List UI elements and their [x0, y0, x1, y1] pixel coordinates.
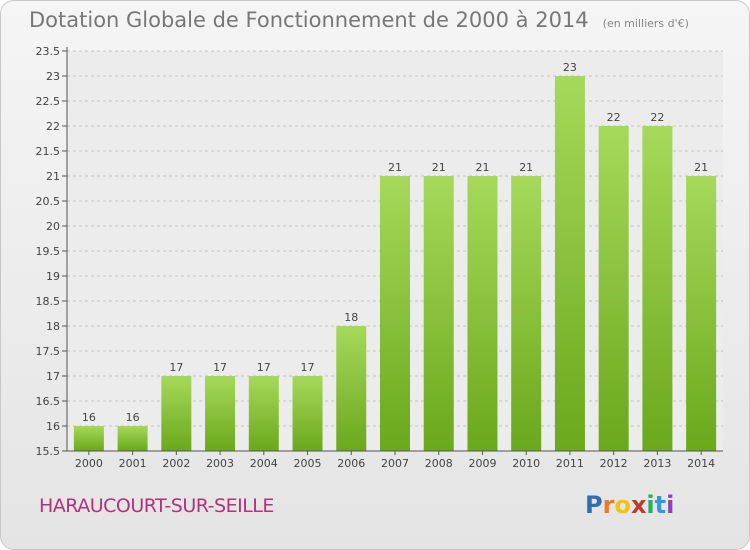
bar: [161, 376, 192, 451]
bar: [292, 376, 323, 451]
x-tick-label: 2014: [687, 457, 715, 470]
bar: [205, 376, 236, 451]
bar-value-label: 22: [650, 111, 664, 124]
y-tick-label: 22.5: [36, 95, 61, 108]
y-tick-label: 21: [46, 170, 60, 183]
bar-value-label: 16: [82, 411, 96, 424]
bar-value-label: 21: [388, 161, 402, 174]
x-tick-label: 2006: [337, 457, 365, 470]
x-tick-label: 2012: [600, 457, 628, 470]
y-tick-label: 20: [46, 220, 60, 233]
bar: [117, 426, 148, 451]
logo-letter: i: [646, 491, 655, 519]
x-tick-label: 2009: [468, 457, 496, 470]
y-tick-label: 17.5: [36, 345, 61, 358]
y-tick-label: 22: [46, 120, 60, 133]
bar-value-label: 17: [257, 361, 271, 374]
x-tick-label: 2005: [294, 457, 322, 470]
y-tick-label: 23.5: [36, 45, 61, 58]
bar-value-label: 17: [213, 361, 227, 374]
bar: [336, 326, 367, 451]
y-tick-label: 16.5: [36, 395, 61, 408]
x-tick-label: 2013: [643, 457, 671, 470]
bar: [73, 426, 104, 451]
logo-letter: P: [585, 491, 603, 519]
bar: [248, 376, 279, 451]
x-tick-label: 2001: [119, 457, 147, 470]
y-tick-label: 16: [46, 420, 60, 433]
logo-letter: x: [630, 491, 647, 519]
x-tick-label: 2010: [512, 457, 540, 470]
bar: [642, 126, 673, 451]
bar: [380, 176, 410, 451]
bar: [554, 76, 585, 451]
logo-letter: i: [666, 491, 675, 519]
bar-value-label: 21: [694, 161, 708, 174]
logo-letter: r: [602, 491, 615, 519]
bar-value-label: 18: [344, 311, 358, 324]
bar-value-label: 21: [432, 161, 446, 174]
y-tick-label: 21.5: [36, 145, 61, 158]
bar-value-label: 21: [519, 161, 533, 174]
bar-value-label: 22: [607, 111, 621, 124]
x-tick-label: 2007: [381, 457, 409, 470]
y-tick-label: 23: [46, 70, 60, 83]
y-tick-label: 18.5: [36, 295, 61, 308]
proxiti-logo: Proxiti: [585, 491, 674, 519]
bar: [511, 176, 542, 451]
title-block: Dotation Globale de Fonctionnement de 20…: [29, 8, 689, 32]
commune-name: HARAUCOURT-SUR-SEILLE: [39, 495, 274, 517]
y-tick-label: 15.5: [36, 445, 61, 458]
y-tick-label: 20.5: [36, 195, 61, 208]
bar: [686, 176, 717, 451]
x-tick-label: 2000: [75, 457, 103, 470]
bar: [598, 126, 629, 451]
y-tick-label: 19.5: [36, 245, 61, 258]
y-tick-label: 17: [46, 370, 60, 383]
bar-value-label: 16: [126, 411, 140, 424]
chart-title: Dotation Globale de Fonctionnement de 20…: [29, 8, 589, 32]
y-tick-label: 19: [46, 270, 60, 283]
x-tick-label: 2002: [162, 457, 190, 470]
x-tick-label: 2003: [206, 457, 234, 470]
logo-letter: o: [614, 491, 631, 519]
logo-letter: t: [654, 491, 667, 519]
x-tick-label: 2004: [250, 457, 278, 470]
bar-value-label: 17: [301, 361, 315, 374]
bar-value-label: 17: [169, 361, 183, 374]
x-tick-label: 2008: [425, 457, 453, 470]
bar-value-label: 23: [563, 61, 577, 74]
bar: [423, 176, 454, 451]
chart-subtitle: (en milliers d'€): [602, 17, 689, 30]
bar-value-label: 21: [475, 161, 489, 174]
x-tick-label: 2011: [556, 457, 584, 470]
bar: [467, 176, 498, 451]
y-tick-label: 18: [46, 320, 60, 333]
